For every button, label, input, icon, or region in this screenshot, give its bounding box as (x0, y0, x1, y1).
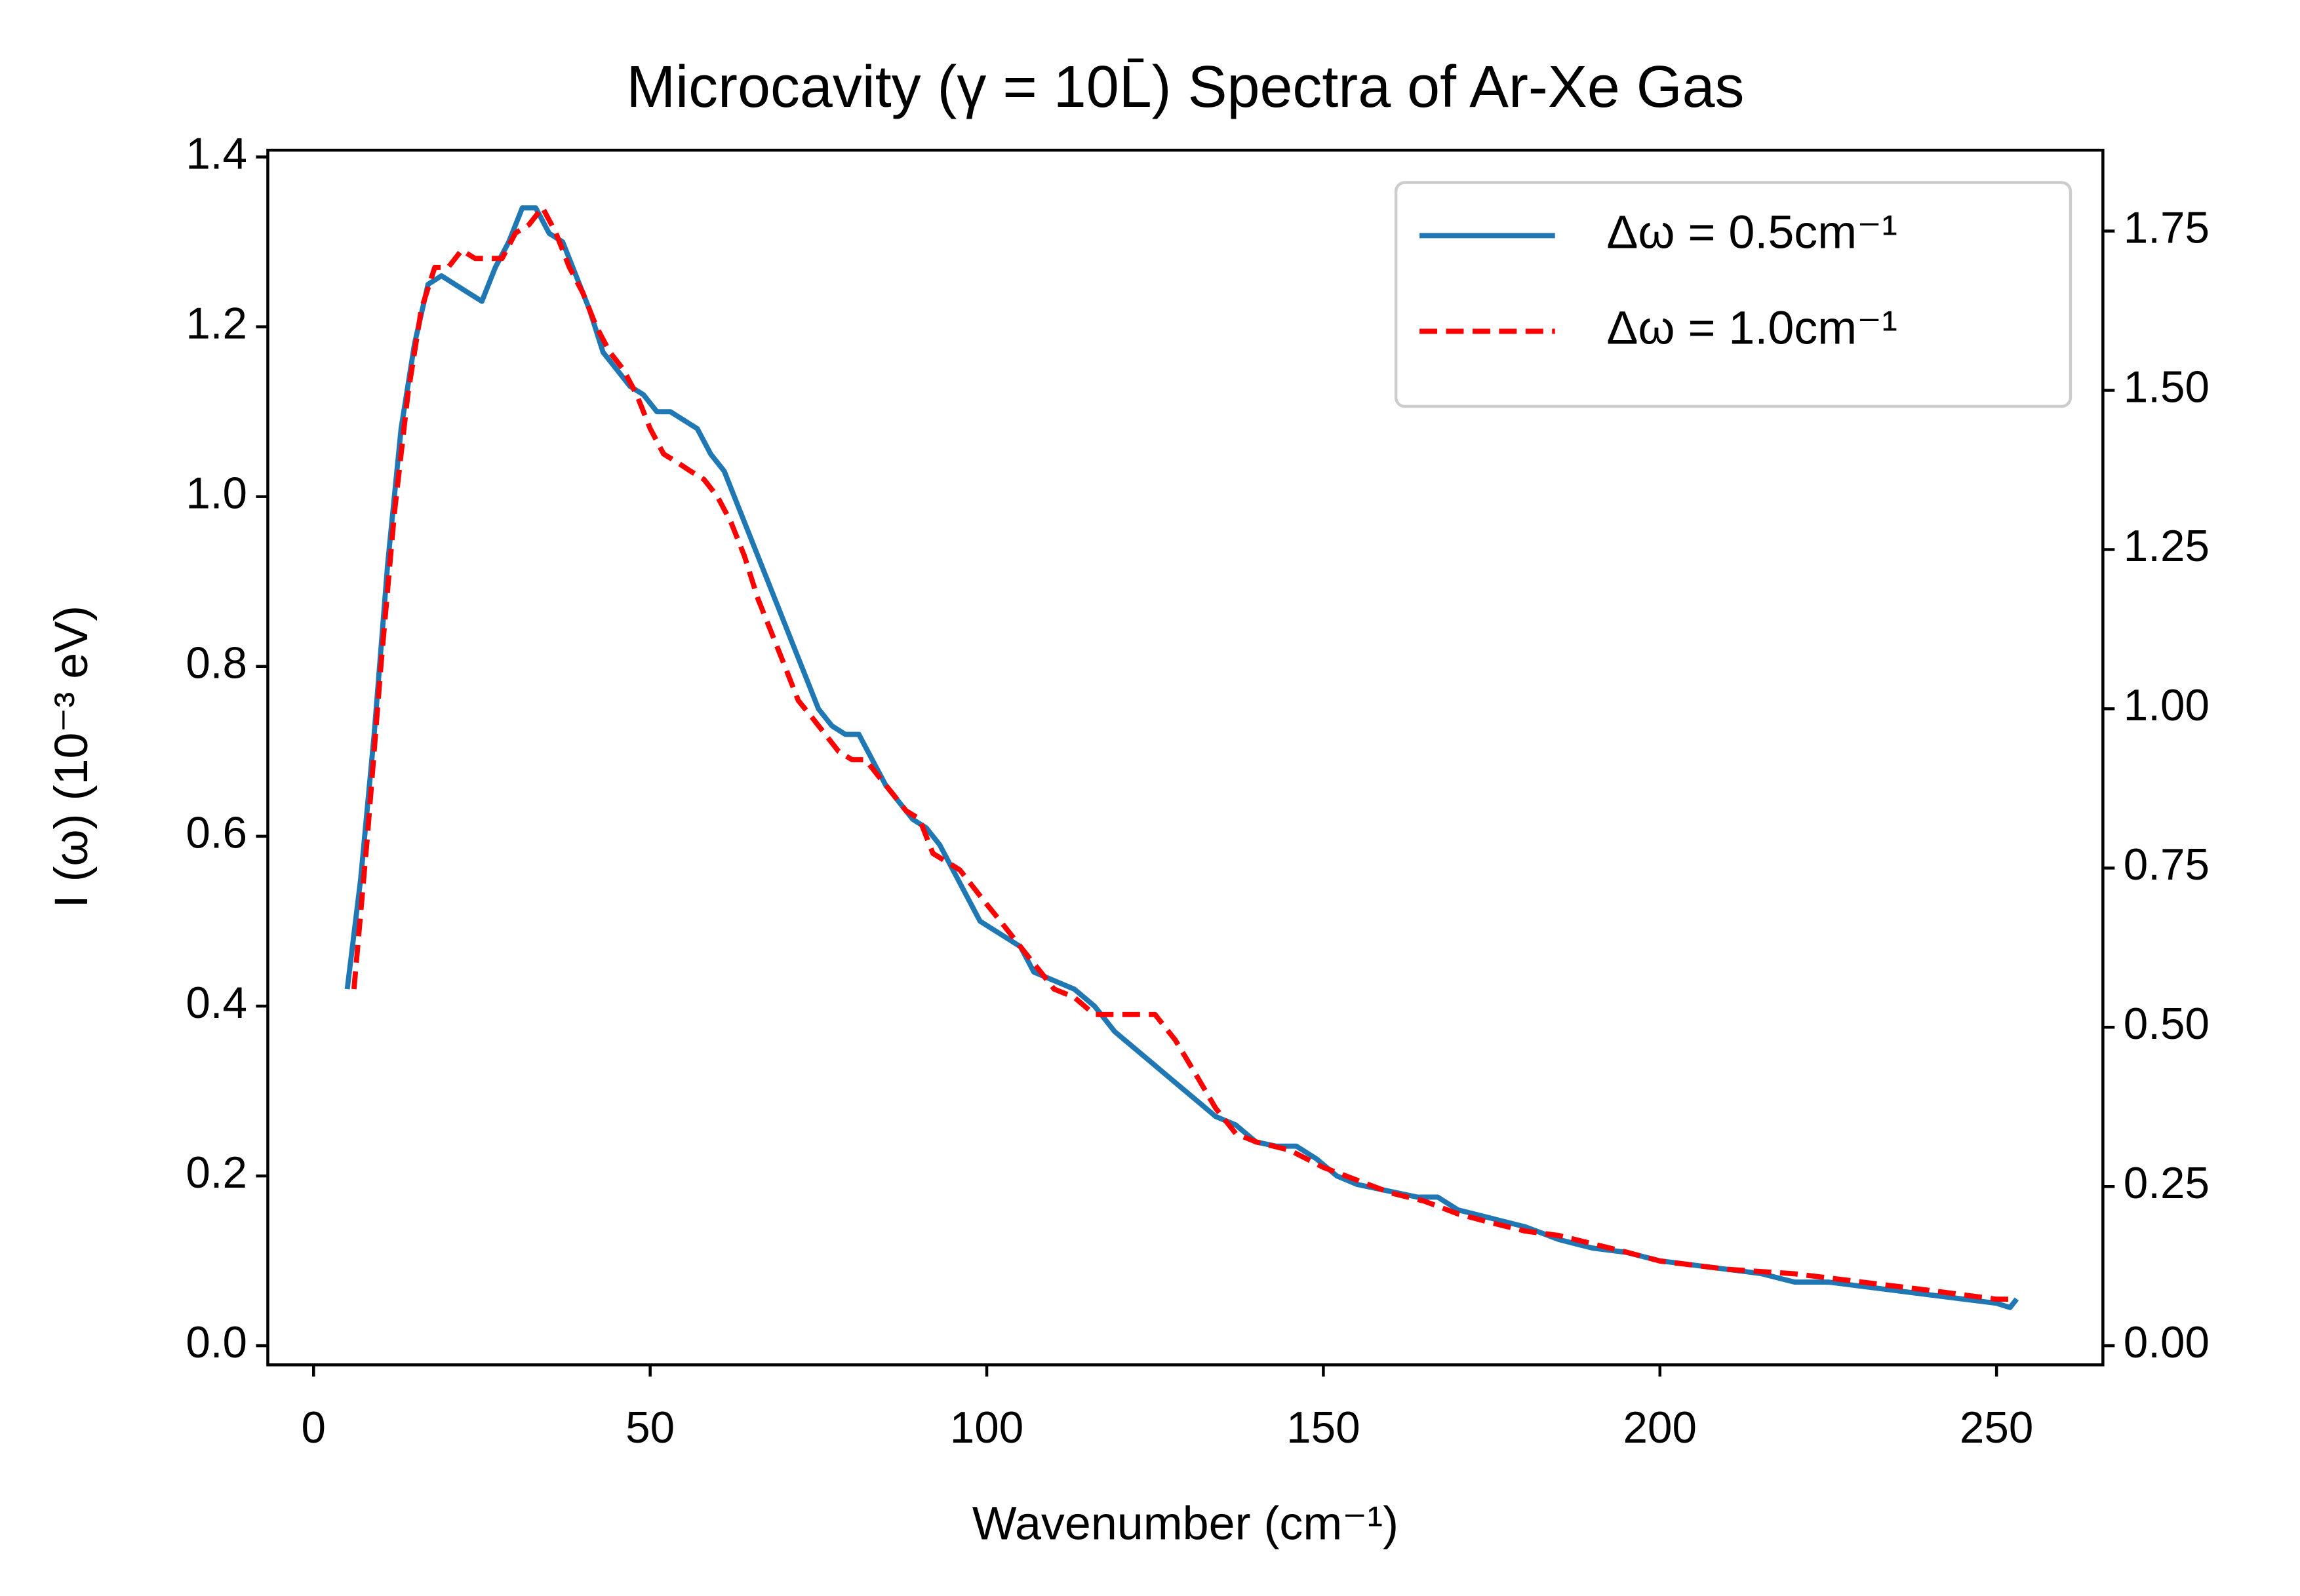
legend-label: Δω = 1.0cm⁻¹ (1606, 302, 1897, 354)
x-tick-label: 200 (1623, 1403, 1697, 1452)
y2-tick-label: 0.50 (2124, 1000, 2210, 1049)
y-tick-label: 0.8 (186, 639, 247, 688)
x-tick-label: 0 (302, 1403, 326, 1452)
x-tick-label: 150 (1286, 1403, 1360, 1452)
y-tick-label: 0.2 (186, 1148, 247, 1197)
y-tick-label: 0.0 (186, 1318, 247, 1367)
series-line (351, 204, 2010, 1302)
legend-label: Δω = 0.5cm⁻¹ (1606, 206, 1897, 258)
y-tick-label: 0.4 (186, 979, 247, 1028)
series-line (344, 205, 2019, 1310)
y2-tick-label: 0.25 (2124, 1159, 2210, 1208)
y2-tick-label: 1.00 (2124, 681, 2210, 730)
y2-tick-label: 0.75 (2124, 840, 2210, 889)
y-axis-label: I (ω) (10⁻³ eV) (45, 606, 98, 908)
chart-title: Microcavity (γ = 10L̄) Spectra of Ar-Xe … (626, 54, 1744, 120)
y2-tick-label: 1.25 (2124, 522, 2210, 571)
y-tick-label: 1.0 (186, 469, 247, 518)
y-tick-label: 0.6 (186, 809, 247, 858)
x-tick-label: 250 (1960, 1403, 2033, 1452)
x-tick-label: 100 (950, 1403, 1023, 1452)
x-tick-label: 50 (625, 1403, 675, 1452)
y2-tick-label: 0.00 (2124, 1318, 2210, 1367)
axes-frame (266, 148, 2105, 1367)
y-tick-label: 1.2 (186, 299, 247, 348)
y2-tick-label: 1.50 (2124, 362, 2210, 412)
x-axis-label: Wavenumber (cm⁻¹) (972, 1497, 1398, 1549)
y2-tick-label: 1.75 (2124, 203, 2210, 252)
legend-box (1394, 181, 2072, 408)
y-tick-label: 1.4 (186, 129, 247, 178)
